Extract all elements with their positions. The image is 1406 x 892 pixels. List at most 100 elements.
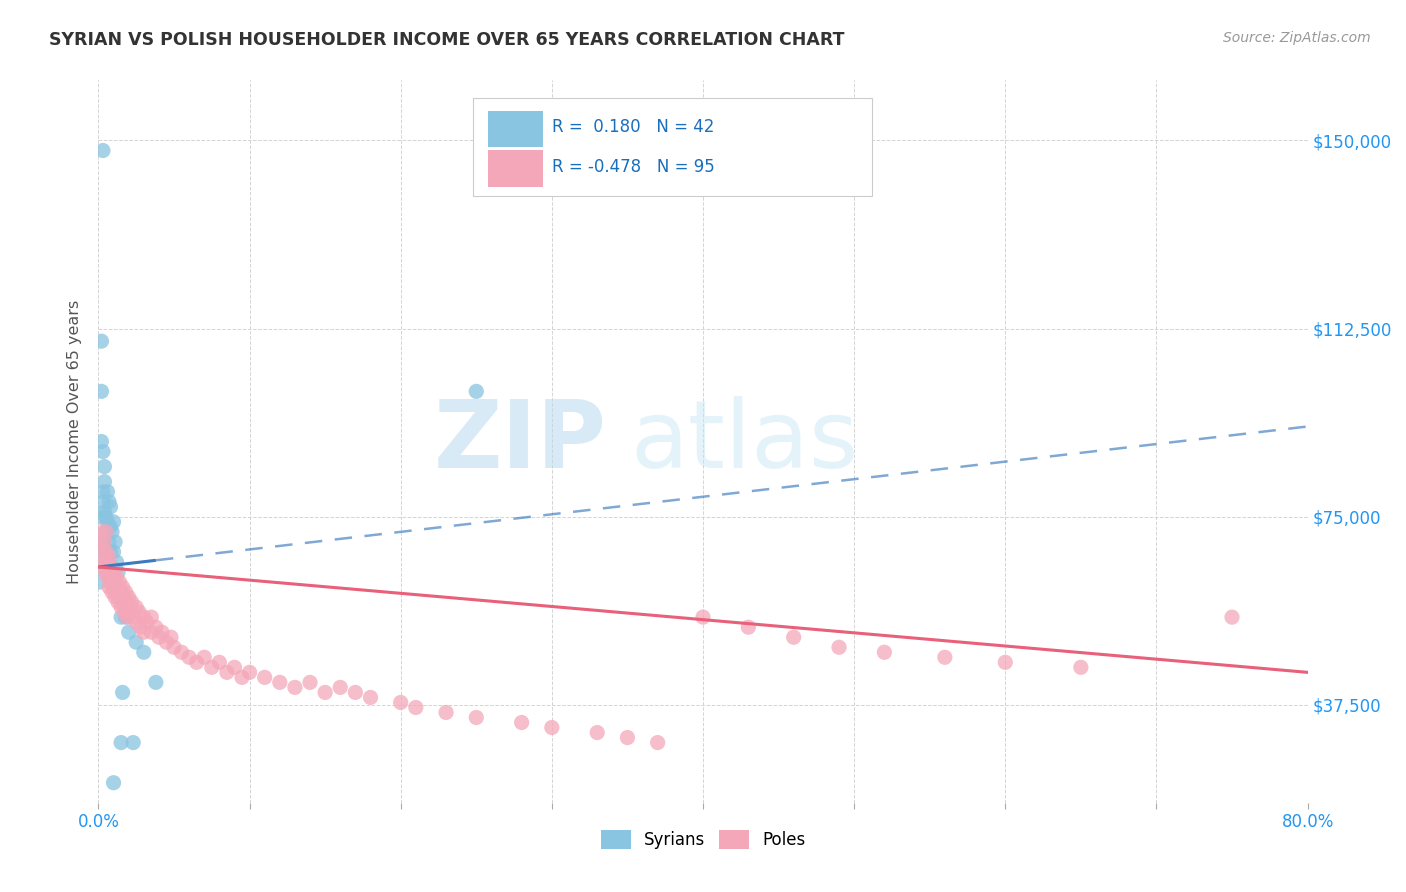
- Point: [94, 545, 117, 559]
- Point: [115, 595, 138, 609]
- Point: [132, 625, 155, 640]
- Point: [114, 585, 136, 599]
- Point: [101, 570, 124, 584]
- Point: [108, 585, 131, 599]
- Point: [98, 565, 121, 579]
- Point: [284, 681, 307, 695]
- Point: [104, 574, 127, 589]
- Point: [193, 650, 215, 665]
- Point: [118, 625, 141, 640]
- Point: [299, 675, 322, 690]
- Point: [129, 620, 152, 634]
- Point: [120, 600, 142, 615]
- Point: [103, 515, 125, 529]
- Point: [91, 444, 114, 458]
- Point: [96, 515, 118, 529]
- Text: ZIP: ZIP: [433, 395, 606, 488]
- Point: [186, 655, 208, 669]
- Point: [89, 545, 111, 559]
- Point: [100, 574, 122, 589]
- Point: [405, 700, 427, 714]
- Point: [160, 630, 183, 644]
- Legend: Syrians, Poles: Syrians, Poles: [595, 823, 811, 856]
- Point: [231, 670, 253, 684]
- Text: SYRIAN VS POLISH HOUSEHOLDER INCOME OVER 65 YEARS CORRELATION CHART: SYRIAN VS POLISH HOUSEHOLDER INCOME OVER…: [49, 31, 845, 49]
- Point: [90, 334, 112, 348]
- Point: [121, 595, 143, 609]
- Point: [103, 565, 125, 579]
- Point: [94, 545, 117, 559]
- Point: [118, 605, 141, 619]
- Point: [94, 524, 117, 539]
- Point: [692, 610, 714, 624]
- Point: [90, 434, 112, 449]
- Point: [253, 670, 276, 684]
- Point: [344, 685, 367, 699]
- Text: R = -0.478   N = 95: R = -0.478 N = 95: [551, 158, 714, 176]
- Point: [145, 675, 167, 690]
- Point: [104, 590, 127, 604]
- Point: [111, 580, 134, 594]
- Point: [98, 534, 121, 549]
- Point: [91, 494, 114, 508]
- Point: [125, 600, 148, 615]
- Point: [118, 590, 141, 604]
- Point: [91, 484, 114, 499]
- Point: [100, 500, 122, 514]
- Point: [145, 620, 167, 634]
- Point: [93, 534, 115, 549]
- Point: [201, 660, 224, 674]
- Point: [616, 731, 638, 745]
- Point: [122, 605, 145, 619]
- Point: [96, 484, 118, 499]
- Point: [107, 595, 129, 609]
- Point: [389, 696, 412, 710]
- Point: [148, 630, 170, 644]
- Point: [112, 590, 135, 604]
- Point: [105, 555, 128, 569]
- Point: [110, 610, 132, 624]
- Point: [110, 735, 132, 749]
- Text: Source: ZipAtlas.com: Source: ZipAtlas.com: [1223, 31, 1371, 45]
- Point: [115, 610, 138, 624]
- Point: [90, 524, 112, 539]
- Point: [111, 685, 134, 699]
- Point: [94, 524, 117, 539]
- Point: [586, 725, 609, 739]
- Point: [125, 635, 148, 649]
- Point: [269, 675, 291, 690]
- Point: [108, 574, 131, 589]
- Point: [93, 505, 115, 519]
- Point: [208, 655, 231, 669]
- Point: [110, 600, 132, 615]
- Point: [179, 650, 201, 665]
- Point: [96, 555, 118, 569]
- Point: [141, 610, 163, 624]
- Point: [93, 475, 115, 489]
- Point: [141, 625, 163, 640]
- Point: [360, 690, 382, 705]
- Point: [101, 585, 124, 599]
- Point: [540, 721, 562, 735]
- FancyBboxPatch shape: [488, 151, 543, 187]
- Y-axis label: Householder Income Over 65 years: Householder Income Over 65 years: [67, 300, 83, 583]
- Point: [465, 384, 488, 399]
- Point: [128, 605, 150, 619]
- Point: [934, 650, 956, 665]
- Point: [510, 715, 533, 730]
- Point: [103, 545, 125, 559]
- Point: [103, 580, 125, 594]
- Point: [1220, 610, 1243, 624]
- Point: [239, 665, 262, 680]
- Point: [110, 585, 132, 599]
- Point: [105, 585, 128, 599]
- Point: [170, 645, 193, 659]
- Point: [434, 706, 457, 720]
- Point: [135, 615, 157, 630]
- Point: [90, 509, 112, 524]
- Point: [125, 615, 148, 630]
- Point: [93, 555, 115, 569]
- Point: [224, 660, 246, 674]
- Point: [105, 570, 128, 584]
- Point: [104, 534, 127, 549]
